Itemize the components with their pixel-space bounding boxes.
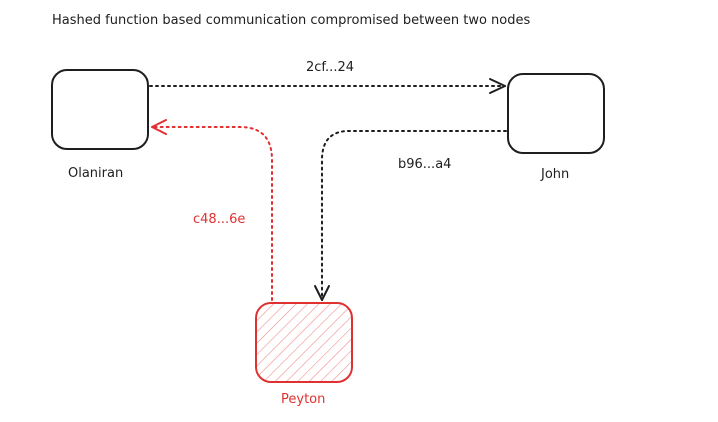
edge-label-john-to-peyton: b96...a4 <box>398 157 452 172</box>
node-olaniran-box[interactable] <box>51 69 149 150</box>
node-peyton-label: Peyton <box>281 392 326 407</box>
arrowhead-icon <box>151 119 167 135</box>
edge-olaniran-to-john <box>149 78 506 94</box>
arrowhead-icon <box>489 78 506 94</box>
edge-john-to-peyton <box>314 130 507 301</box>
node-john-box[interactable] <box>507 73 605 154</box>
diagram-title: Hashed function based communication comp… <box>52 13 531 28</box>
node-peyton-box[interactable] <box>255 302 353 383</box>
arrowhead-icon <box>314 285 330 301</box>
edge-label-olaniran-to-john: 2cf...24 <box>306 60 354 75</box>
edge-label-peyton-to-olaniran: c48...6e <box>193 212 246 227</box>
node-olaniran-label: Olaniran <box>68 166 124 181</box>
edge-peyton-to-olaniran <box>151 119 273 301</box>
node-john-label: John <box>541 167 570 182</box>
